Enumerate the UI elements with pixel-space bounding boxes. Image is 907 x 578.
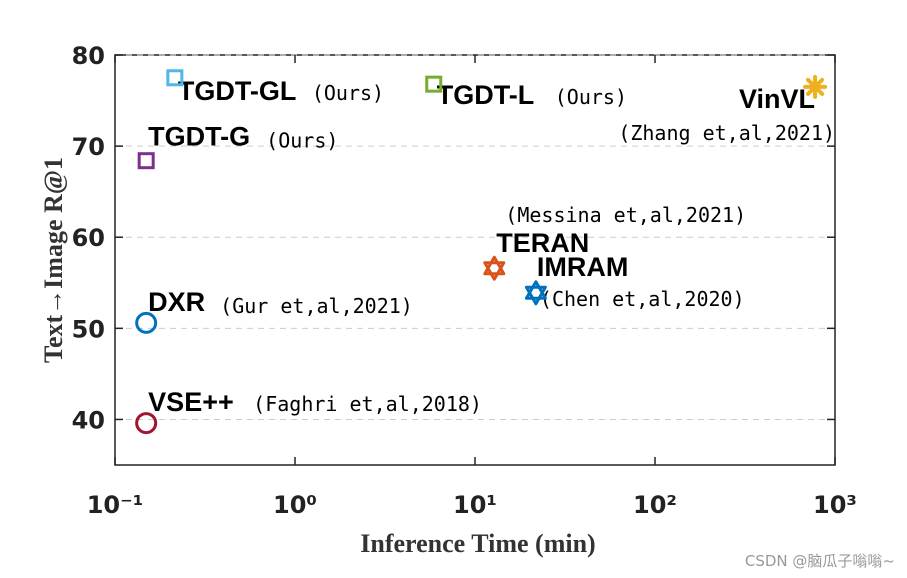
point-note: (Messina et,al,2021)	[505, 203, 746, 227]
y-tick-label: 50	[72, 315, 105, 343]
point-name: VSE++	[148, 387, 234, 417]
marker	[166, 69, 184, 87]
point-note: (Zhang et,al,2021)	[618, 121, 835, 145]
marker	[425, 75, 443, 93]
point-note: (Ours)	[266, 129, 338, 153]
marker	[524, 280, 547, 306]
marker	[137, 152, 155, 170]
marker	[135, 412, 158, 435]
x-axis-label: Inference Time (min)	[360, 529, 595, 558]
y-tick-label: 40	[72, 406, 105, 434]
y-tick-label: 80	[72, 42, 105, 70]
point-name: TGDT-GL	[178, 76, 296, 106]
y-tick-label: 70	[72, 133, 105, 161]
x-tick-label: 10¹	[453, 491, 497, 519]
point-name: IMRAM	[537, 252, 628, 282]
point-note: (Ours)	[555, 85, 627, 109]
x-tick-label: 10³	[813, 491, 857, 519]
watermark: CSDN @脑瓜子嗡嗡~	[745, 552, 895, 570]
marker	[135, 311, 158, 334]
point-note: (Chen et,al,2020)	[540, 287, 745, 311]
point-note: (Faghri et,al,2018)	[253, 392, 482, 416]
x-tick-label: 10²	[633, 491, 677, 519]
x-tick-label: 10⁰	[273, 491, 317, 519]
point-name: DXR	[148, 287, 205, 317]
point-name: TERAN	[496, 228, 589, 258]
point-name: TGDT-L	[437, 80, 534, 110]
marker	[803, 74, 828, 99]
point-name: VinVL	[739, 84, 815, 114]
point-note: (Gur et,al,2021)	[220, 294, 413, 318]
y-tick-label: 60	[72, 224, 105, 252]
y-axis-label: Text→Image R@1	[39, 157, 68, 363]
marker	[483, 255, 506, 281]
point-name: TGDT-G	[148, 122, 250, 152]
x-tick-label: 10⁻¹	[87, 491, 144, 519]
point-note: (Ours)	[312, 81, 384, 105]
